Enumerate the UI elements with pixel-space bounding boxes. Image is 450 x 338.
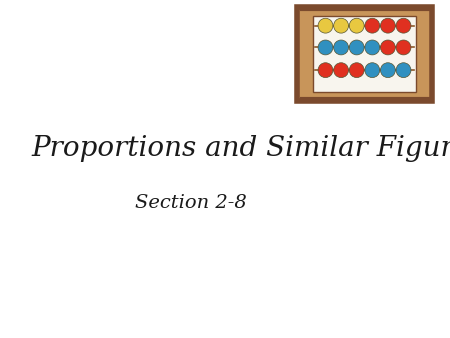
Ellipse shape	[318, 63, 333, 78]
Ellipse shape	[380, 63, 396, 78]
Ellipse shape	[318, 18, 333, 33]
Ellipse shape	[318, 40, 333, 55]
Ellipse shape	[333, 18, 349, 33]
Ellipse shape	[333, 63, 349, 78]
Text: Proportions and Similar Figures: Proportions and Similar Figures	[32, 135, 450, 162]
Ellipse shape	[365, 18, 380, 33]
Ellipse shape	[396, 63, 411, 78]
Ellipse shape	[333, 40, 349, 55]
Text: Section 2-8: Section 2-8	[135, 194, 247, 212]
Ellipse shape	[380, 18, 396, 33]
Ellipse shape	[365, 63, 380, 78]
Ellipse shape	[365, 40, 380, 55]
Ellipse shape	[396, 40, 411, 55]
Ellipse shape	[349, 40, 364, 55]
Ellipse shape	[349, 63, 364, 78]
Ellipse shape	[349, 18, 364, 33]
Ellipse shape	[396, 18, 411, 33]
FancyBboxPatch shape	[313, 16, 416, 92]
Ellipse shape	[380, 40, 396, 55]
FancyBboxPatch shape	[297, 7, 432, 101]
